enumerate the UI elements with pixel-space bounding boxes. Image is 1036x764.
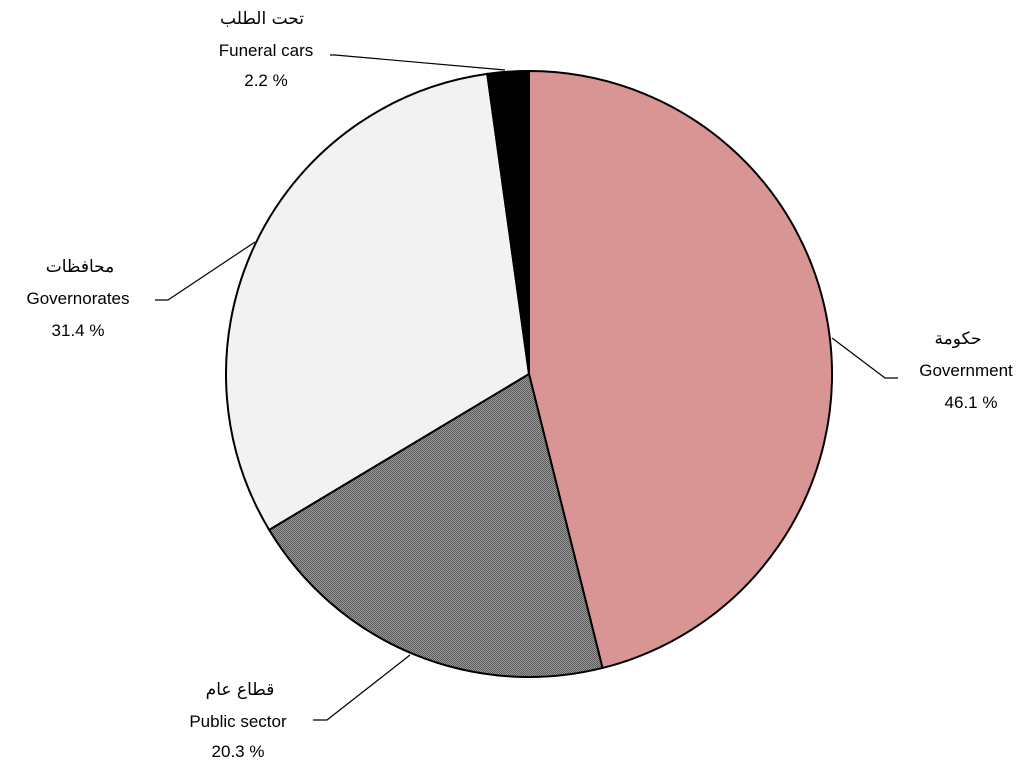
pie-slice-public-sector — [267, 372, 604, 678]
label-funeral-cars-value: 2.2 % — [244, 71, 287, 90]
pie-slice-government — [528, 69, 834, 670]
label-government-en: Government — [919, 361, 1013, 380]
label-public-sector-value: 20.3 % — [212, 742, 265, 761]
leader-line-government — [831, 337, 898, 379]
label-public-sector-ar: قطاع عام — [206, 680, 275, 700]
label-governorates-ar: محافظات — [46, 257, 115, 277]
label-government-ar: حكومة — [935, 329, 982, 349]
pie-slices — [225, 69, 834, 678]
label-funeral-cars-ar: تحت الطلب — [220, 9, 304, 29]
pie-slice-governorates — [225, 72, 531, 532]
leader-line-funeral-cars — [330, 54, 506, 71]
label-government-value: 46.1 % — [945, 393, 998, 412]
leader-line-governorates — [155, 241, 256, 301]
label-funeral-cars-en: Funeral cars — [219, 41, 313, 60]
label-public-sector-en: Public sector — [189, 712, 287, 731]
label-governorates-en: Governorates — [27, 289, 130, 308]
leader-line-public-sector — [313, 654, 411, 721]
label-governorates-value: 31.4 % — [52, 321, 105, 340]
pie-slice-funeral-cars — [486, 69, 530, 375]
